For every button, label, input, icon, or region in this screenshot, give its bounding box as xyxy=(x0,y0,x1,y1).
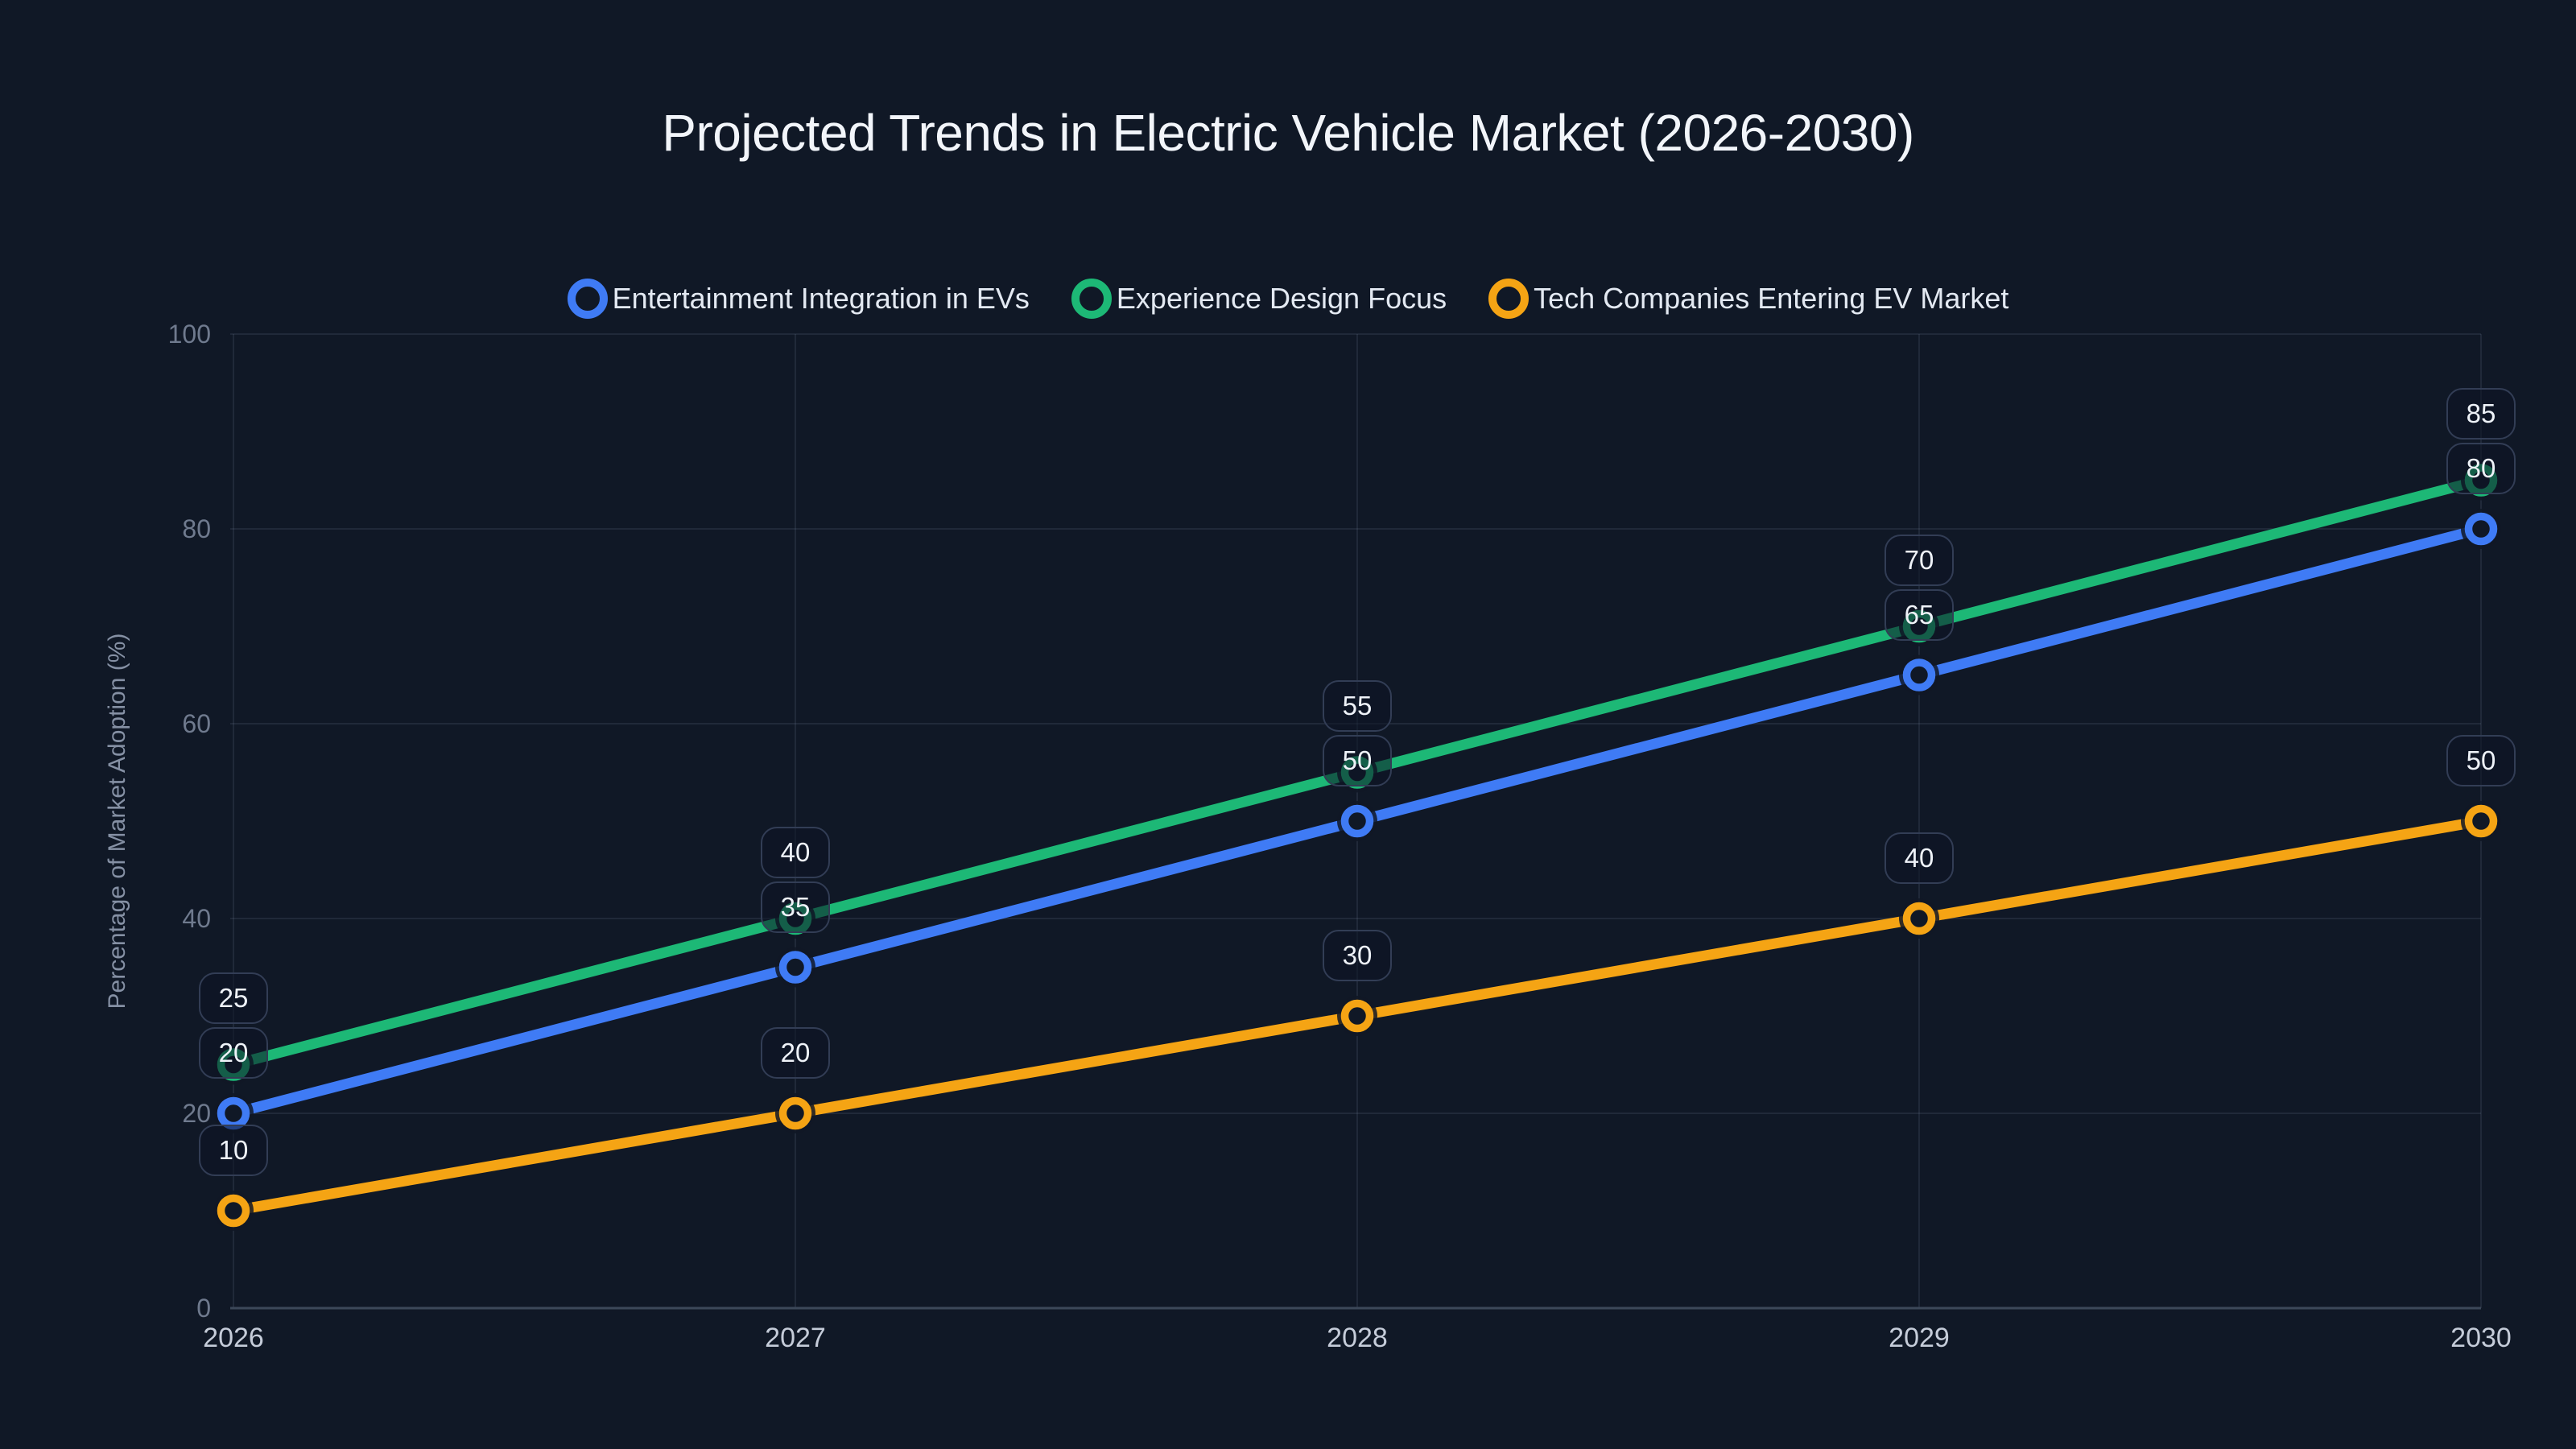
data-point-marker[interactable] xyxy=(217,1194,250,1228)
data-point-marker[interactable] xyxy=(2464,512,2498,546)
data-point-marker[interactable] xyxy=(778,951,812,984)
x-tick-label: 2026 xyxy=(203,1323,264,1353)
y-tick-label: 60 xyxy=(182,709,211,738)
legend-item-label: Entertainment Integration in EVs xyxy=(612,282,1030,315)
y-tick-label: 80 xyxy=(182,514,211,543)
legend-marker-icon xyxy=(1488,279,1530,319)
data-point-marker[interactable] xyxy=(1902,902,1936,935)
data-point-marker[interactable] xyxy=(1902,658,1936,691)
x-tick-label: 2029 xyxy=(1889,1323,1950,1353)
data-point-marker[interactable] xyxy=(778,1096,812,1130)
data-point-marker[interactable] xyxy=(2464,464,2498,497)
legend-item[interactable]: Experience Design Focus xyxy=(1071,279,1447,319)
data-point-marker[interactable] xyxy=(1340,999,1374,1033)
legend: Entertainment Integration in EVs Experien… xyxy=(0,279,2576,319)
y-tick-label: 0 xyxy=(196,1294,211,1323)
y-tick-label: 20 xyxy=(182,1099,211,1128)
data-point-marker[interactable] xyxy=(217,1096,250,1130)
chart-title: Projected Trends in Electric Vehicle Mar… xyxy=(662,104,1914,162)
legend-marker-icon xyxy=(1071,279,1112,319)
legend-marker-icon xyxy=(567,279,608,319)
data-point-marker[interactable] xyxy=(2464,804,2498,838)
x-tick-label: 2030 xyxy=(2450,1323,2512,1353)
data-point-marker[interactable] xyxy=(778,902,812,935)
legend-item-label: Tech Companies Entering EV Market xyxy=(1534,282,2009,315)
x-tick-label: 2028 xyxy=(1327,1323,1388,1353)
y-tick-label: 100 xyxy=(167,320,211,349)
data-point-marker[interactable] xyxy=(217,1048,250,1081)
legend-item-label: Experience Design Focus xyxy=(1116,282,1447,315)
legend-item[interactable]: Entertainment Integration in EVs xyxy=(567,279,1030,319)
y-tick-label: 40 xyxy=(182,904,211,933)
data-point-marker[interactable] xyxy=(1902,609,1936,643)
data-point-marker[interactable] xyxy=(1340,756,1374,789)
data-point-marker[interactable] xyxy=(1340,804,1374,838)
legend-item[interactable]: Tech Companies Entering EV Market xyxy=(1488,279,2008,319)
x-tick-label: 2027 xyxy=(765,1323,826,1353)
